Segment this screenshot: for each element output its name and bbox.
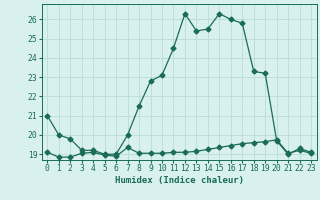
X-axis label: Humidex (Indice chaleur): Humidex (Indice chaleur) bbox=[115, 176, 244, 185]
